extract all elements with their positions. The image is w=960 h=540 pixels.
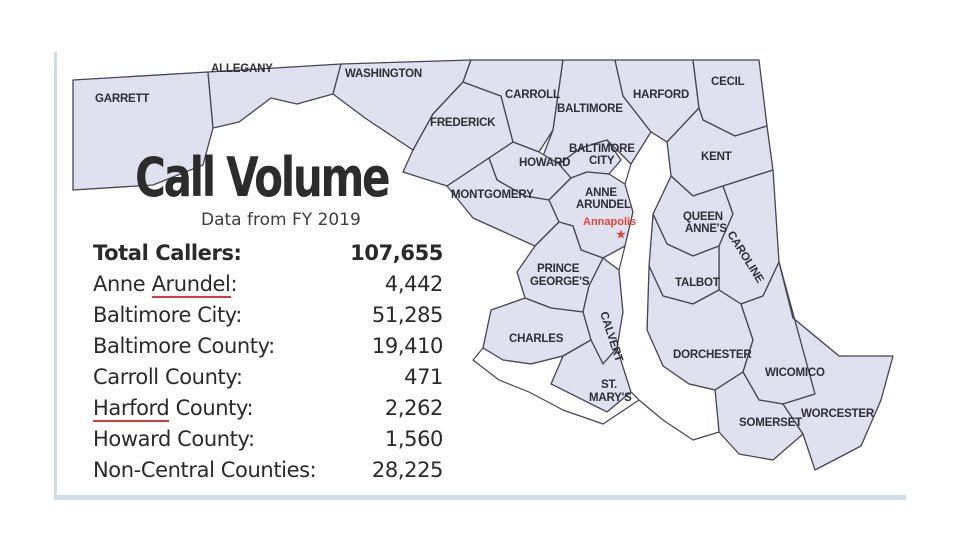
stats-row: Non-Central Counties: 28,225 (93, 455, 443, 486)
label-st-marys-1: ST. (601, 379, 617, 391)
page-title: Call Volume (135, 146, 391, 209)
label-carroll: CARROLL (505, 89, 560, 101)
label-annapolis: Annapolis (583, 216, 636, 228)
stats-row: Harford County: 2,262 (93, 393, 443, 424)
stats-row: Baltimore County: 19,410 (93, 331, 443, 362)
label-montgomery: MONTGOMERY (451, 189, 534, 201)
stats-table: Total Callers: 107,655 Anne Arundel: 4,4… (93, 238, 443, 486)
label-anne-arundel-2: ARUNDEL (576, 199, 631, 211)
stats-value: 107,655 (350, 241, 443, 265)
stats-value: 28,225 (371, 458, 443, 482)
subtitle: Data from FY 2019 (201, 210, 361, 230)
map-frame: GARRETT ALLEGANY WASHINGTON FREDERICK CA… (54, 52, 906, 500)
label-queen-annes-1: QUEEN (683, 211, 723, 223)
county-anne-arundel (548, 171, 634, 259)
chesapeake-bay (616, 131, 720, 441)
stats-label: Howard County: (93, 427, 255, 451)
label-howard: HOWARD (519, 157, 570, 169)
label-charles: CHARLES (509, 333, 564, 345)
label-dorchester: DORCHESTER (673, 349, 752, 361)
stats-label-part: Anne (93, 272, 152, 296)
spellcheck-underline: Arundel (151, 272, 231, 298)
county-labels: GARRETT ALLEGANY WASHINGTON FREDERICK CA… (95, 63, 875, 429)
label-anne-arundel-1: ANNE (585, 187, 617, 199)
potomac-river (472, 347, 640, 425)
maryland-map: GARRETT ALLEGANY WASHINGTON FREDERICK CA… (72, 59, 894, 471)
stats-row: Baltimore City: 51,285 (93, 300, 443, 331)
label-wicomico: WICOMICO (765, 367, 825, 379)
stats-label: Anne Arundel: (93, 269, 238, 300)
stats-label: Baltimore City: (93, 303, 242, 327)
label-allegany: ALLEGANY (211, 63, 273, 75)
label-frederick: FREDERICK (430, 117, 496, 129)
stats-value: 4,442 (384, 272, 444, 296)
label-queen-annes-2: ANNE'S (685, 223, 727, 235)
label-kent: KENT (701, 151, 732, 163)
stats-value: 51,285 (371, 303, 443, 327)
stats-label: Baltimore County: (93, 334, 275, 358)
label-prince-georges-1: PRINCE (537, 263, 580, 275)
label-cecil: CECIL (711, 76, 745, 88)
label-somerset: SOMERSET (739, 417, 802, 429)
label-washington: WASHINGTON (345, 68, 422, 80)
label-garrett: GARRETT (95, 93, 149, 105)
stats-label: Harford County: (93, 393, 254, 424)
stats-value: 2,262 (384, 396, 444, 420)
label-worcester: WORCESTER (801, 408, 875, 420)
stats-value: 1,560 (384, 427, 444, 451)
stats-label: Non-Central Counties: (93, 458, 317, 482)
county-worcester (778, 261, 894, 471)
label-st-marys-2: MARY'S (589, 392, 632, 404)
stats-value: 471 (404, 365, 443, 389)
stats-value: 19,410 (371, 334, 443, 358)
label-prince-georges-2: GEORGE'S (530, 276, 590, 288)
stats-label: Carroll County: (93, 365, 243, 389)
star-icon: ★ (616, 229, 626, 241)
stats-row: Anne Arundel: 4,442 (93, 269, 443, 300)
label-baltimore: BALTIMORE (557, 103, 623, 115)
label-baltimore-city-1: BALTIMORE (569, 143, 635, 155)
stats-label: Total Callers: (93, 241, 242, 265)
spellcheck-underline: Harford (93, 396, 170, 422)
stats-row: Carroll County: 471 (93, 362, 443, 393)
stats-row: Howard County: 1,560 (93, 424, 443, 455)
label-baltimore-city-2: CITY (589, 155, 615, 167)
stats-label-part: County: (169, 396, 254, 420)
stats-label-part: : (230, 272, 238, 296)
stats-row-total: Total Callers: 107,655 (93, 238, 443, 269)
label-harford: HARFORD (633, 89, 689, 101)
label-talbot: TALBOT (675, 277, 720, 289)
